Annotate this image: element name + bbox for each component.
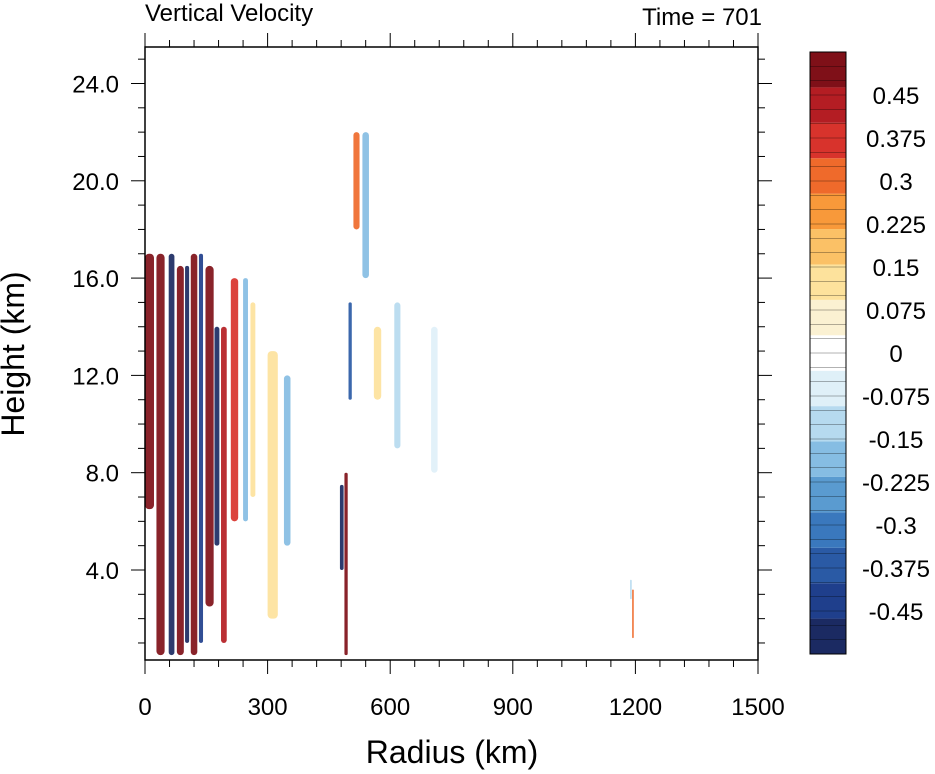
colorbar-segment [810,158,846,194]
heatmap-cell [431,326,438,473]
heatmap-cell [221,326,227,643]
chart-time-label: Time = 701 [642,4,762,31]
y-axis-label: Height (km) [0,271,31,436]
x-axis-label: Radius (km) [366,734,538,770]
colorbar-label: 0.375 [866,126,926,153]
heatmap-cell [630,579,632,600]
colorbar-label: -0.3 [875,513,916,540]
colorbar-label: -0.15 [869,427,924,454]
colorbar-label: -0.375 [862,556,930,583]
heatmap-cell [168,253,175,656]
heatmap-cell [373,326,382,400]
heatmap-cell [394,302,401,449]
colorbar-label: -0.225 [862,470,930,497]
colorbar-segment [810,370,846,407]
y-tick-label: 4.0 [86,558,119,585]
x-tick-label: 1200 [609,694,662,721]
colorbar-label: -0.45 [869,599,924,626]
colorbar: 0.45 0.375 0.3 0.225 0.15 0.075 0 -0.075 -0.15 -0… [809,51,930,655]
x-tick-label: 300 [248,694,288,721]
colorbar-segment [810,264,846,300]
y-tick-label: 20.0 [72,169,119,196]
heatmap-cell [145,253,154,510]
x-tick-label: 600 [370,694,410,721]
heatmap-cell [344,472,348,656]
plot-frame [144,46,759,661]
x-tick-label: 0 [138,694,151,721]
y-tick-label: 8.0 [86,461,119,488]
colorbar-segment [810,299,846,336]
heatmap-cell [353,132,360,230]
colorbar-segment [810,583,846,619]
colorbar-label: 0.225 [866,212,926,239]
heatmap-cell [190,253,198,656]
heatmap-cell [230,278,239,522]
heatmap-cell [339,484,344,570]
x-tick-label: 1500 [731,694,784,721]
colorbar-segment [810,122,846,159]
y-tick-label: 16.0 [72,266,119,293]
heatmap-cell [362,132,369,279]
colorbar-segment [810,512,846,548]
colorbar-segment [810,618,846,654]
heatmap-cell [156,253,165,656]
y-tick-label: 24.0 [72,71,119,98]
heatmap-cell [214,326,220,546]
heatmap-cell [283,375,291,546]
heatmap-cell [176,265,184,656]
colorbar-label: 0.15 [873,255,920,282]
colorbar-segment [810,547,846,584]
colorbar-label: -0.075 [862,384,930,411]
colorbar-segment [810,441,846,477]
colorbar-segment [810,476,846,513]
heatmap-cell [348,302,352,400]
colorbar-frame [809,51,847,655]
heatmap-cell [185,265,190,643]
colorbar-segment [810,406,846,442]
colorbar-label: 0.45 [873,83,920,110]
heatmap-cell [205,265,214,607]
y-tick-label: 12.0 [72,363,119,390]
heatmap-cell [198,253,204,643]
colorbar-segment [810,87,846,123]
heatmap-cell [243,278,248,522]
colorbar-label: 0.3 [879,169,912,196]
chart-title: Vertical Velocity [145,0,313,27]
colorbar-segment [810,193,846,230]
heatmap-cell [267,351,278,619]
colorbar-label: 0 [889,341,902,368]
colorbar-label: 0.075 [866,298,926,325]
colorbar-segment [810,52,846,88]
x-tick-label: 900 [493,694,533,721]
heatmap-cell [632,589,634,639]
heatmap-cell [250,302,256,498]
colorbar-segment [810,229,846,265]
